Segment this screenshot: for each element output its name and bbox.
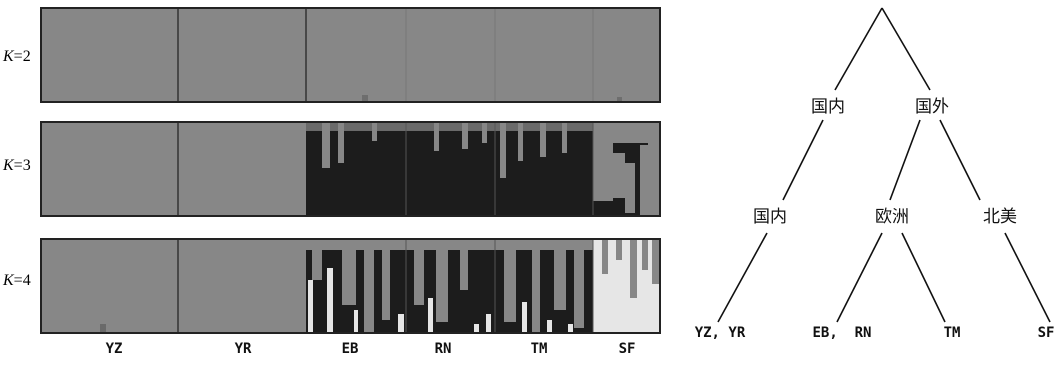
- gray-spike: [462, 123, 468, 149]
- gray-spike: [322, 123, 330, 168]
- node-domestic-sub: 国内: [753, 207, 787, 227]
- gray-spike: [382, 250, 390, 320]
- light-bar: [474, 324, 479, 332]
- pop-label-yz: YZ: [105, 341, 123, 357]
- gray-spike: [574, 250, 584, 328]
- gray-spike: [640, 145, 648, 215]
- pop-label-rn: RN: [434, 341, 452, 357]
- node-domestic: 国内: [811, 97, 845, 117]
- gray-spike: [312, 250, 322, 280]
- gray-spike: [602, 240, 608, 274]
- gray-spike: [414, 250, 424, 305]
- leaf-eb-rn: EB, RN: [812, 325, 871, 341]
- light-bar: [354, 310, 358, 332]
- k-value: =2: [13, 48, 31, 65]
- light-bar: [327, 268, 333, 332]
- gray-spike: [518, 123, 523, 161]
- leaf-yz-yr: YZ, YR: [695, 325, 746, 341]
- cluster-gray-top: [306, 123, 593, 131]
- edge-domestic-domestic: [782, 119, 824, 201]
- edge-root-domestic: [834, 7, 883, 91]
- k4-label: K=4: [3, 272, 31, 290]
- k3-bars: [42, 123, 659, 215]
- k3-label: K=3: [3, 157, 31, 175]
- gray-spike: [342, 250, 356, 305]
- k-italic: K: [3, 272, 14, 289]
- gray-spike: [613, 153, 625, 198]
- gray-spike: [554, 250, 566, 310]
- minor-bar: [100, 324, 106, 332]
- gray-spike: [593, 143, 613, 201]
- structure-panel-k3: [40, 121, 661, 217]
- cluster-gray-fill: [42, 9, 659, 101]
- gray-spike: [364, 250, 374, 332]
- structure-panel-k4: [40, 238, 661, 334]
- population-tree: 国内 国外 国内 欧洲 北美 YZ, YR EB, RN TM SF: [695, 7, 1055, 341]
- gray-spike: [504, 250, 516, 322]
- cluster-dark-block: [306, 131, 593, 215]
- pop-label-tm: TM: [530, 341, 548, 357]
- light-bar: [308, 280, 313, 332]
- minor-bar: [362, 95, 368, 101]
- leaf-tm: TM: [944, 325, 961, 341]
- pop-label-yr: YR: [234, 341, 252, 357]
- edge-europe-ebrn: [836, 232, 883, 323]
- light-bar: [486, 314, 491, 332]
- cluster-gray-top: [306, 240, 593, 250]
- edge-northamerica-sf: [1004, 232, 1051, 323]
- edge-europe-tm: [901, 232, 946, 323]
- k-italic: K: [3, 157, 14, 174]
- gray-spike: [652, 240, 659, 284]
- cluster-gray-top: [593, 123, 659, 143]
- k-italic: K: [3, 48, 14, 65]
- gray-spike: [436, 250, 448, 322]
- node-europe: 欧洲: [875, 207, 909, 227]
- light-bar: [522, 302, 527, 332]
- gray-spike: [532, 250, 540, 332]
- gray-spike: [372, 123, 377, 141]
- gray-spike: [500, 123, 506, 178]
- gray-spike: [630, 240, 637, 298]
- gray-spike: [338, 123, 344, 163]
- k-value: =3: [13, 157, 31, 174]
- gray-spike: [482, 123, 487, 143]
- node-north-america: 北美: [983, 207, 1017, 227]
- leaf-sf: SF: [1038, 325, 1055, 341]
- light-bar: [568, 324, 573, 332]
- k2-bars: [42, 9, 659, 101]
- gray-spike: [616, 240, 622, 260]
- gray-spike: [642, 240, 648, 270]
- gray-spike: [625, 163, 635, 213]
- node-foreign: 国外: [915, 97, 949, 117]
- gray-spike: [648, 123, 659, 215]
- light-bar: [428, 298, 433, 332]
- gray-spike: [434, 123, 439, 151]
- minor-bar: [617, 97, 622, 101]
- gray-spike: [562, 123, 567, 153]
- k4-bars: [42, 240, 659, 332]
- edge-root-foreign: [881, 7, 931, 91]
- k2-label: K=2: [3, 48, 31, 66]
- edge-domestic-leaf: [717, 232, 768, 323]
- k-value: =4: [13, 272, 31, 289]
- gray-spike: [540, 123, 546, 157]
- edge-foreign-northamerica: [939, 119, 981, 201]
- tree-edges: [717, 7, 1051, 323]
- edge-foreign-europe: [889, 119, 921, 201]
- light-bar: [398, 314, 404, 332]
- gray-spike: [460, 250, 468, 290]
- pop-label-sf: SF: [618, 341, 636, 357]
- structure-panel-k2: [40, 7, 661, 103]
- pop-label-eb: EB: [341, 341, 359, 357]
- light-bar: [547, 320, 552, 332]
